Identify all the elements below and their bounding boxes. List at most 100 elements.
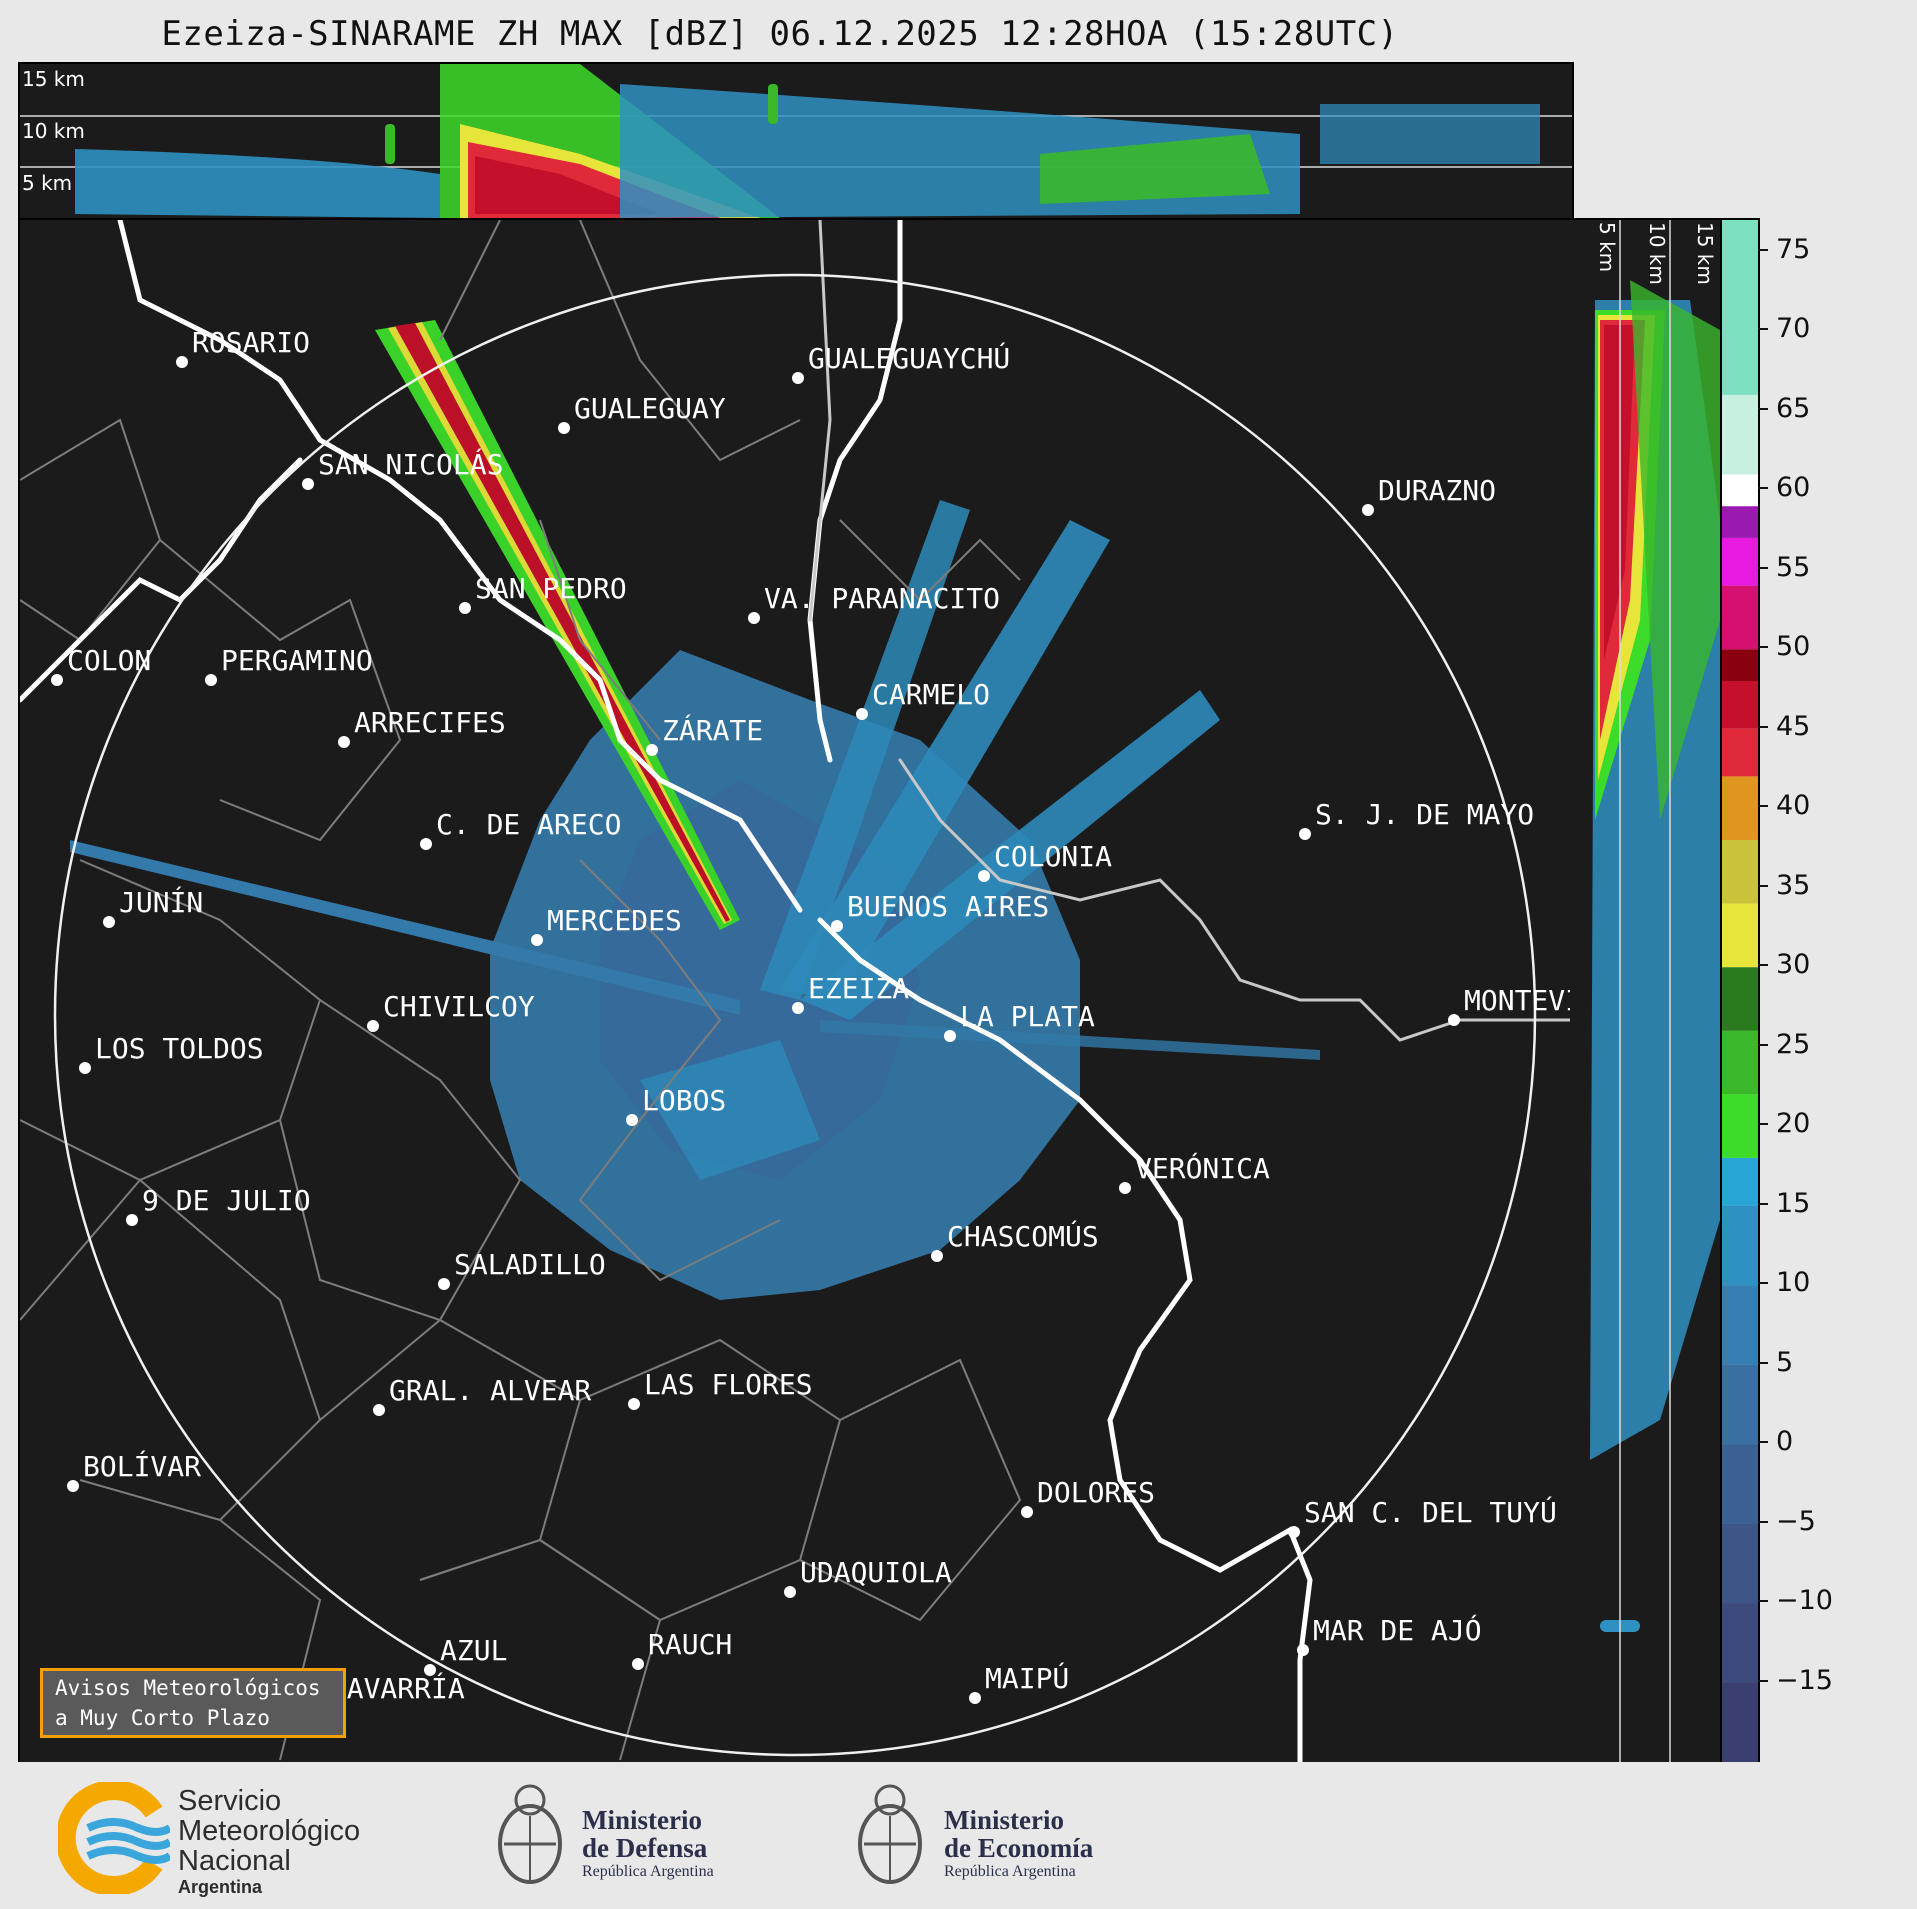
city-label: S. J. DE MAYO [1315,798,1534,831]
city-dot [67,1480,79,1492]
smn-line2: Meteorológico [178,1815,361,1847]
colorbar-segment [1722,903,1758,968]
side-alt-label-15km: 15 km [1693,222,1717,285]
city-dot [628,1398,640,1410]
smn-name: Servicio Meteorológico Nacional Argentin… [178,1786,360,1898]
city-marker: PERGAMINO [205,644,373,686]
city-label: MERCEDES [547,904,682,937]
city-dot [784,1586,796,1598]
city-label: JUNÍN [119,885,203,919]
parana-river [117,220,803,913]
colorbar-tick-label: 20 [1776,1108,1811,1140]
colorbar-segment [1722,649,1758,682]
city-label: 9 DE JULIO [142,1184,311,1217]
city-marker: RAUCH [632,1628,732,1670]
top-cross-section: 15 km 10 km 5 km [20,64,1572,218]
city-marker: COLONIA [978,840,1112,882]
city-marker: LA PLATA [944,1000,1095,1042]
city-marker: DURAZNO [1362,474,1496,516]
smn-country: Argentina [178,1877,263,1897]
alt-label-10km: 10 km [22,119,85,143]
city-dot [205,674,217,686]
city-dot [338,736,350,748]
city-label: PERGAMINO [221,644,373,677]
colorbar-segment [1722,839,1758,904]
city-marker: VERÓNICA [1119,1151,1270,1194]
radar-map-panel[interactable]: ROSARIO GUALEGUAYCHÚ GUALEGUAY SAN NICOLÁS D… [18,218,1574,1764]
city-label: SAN PEDRO [475,572,627,605]
dbz-colorbar [1720,218,1760,1764]
city-dot [373,1404,385,1416]
uruguay-border [808,220,832,622]
city-label: C. DE ARECO [436,808,621,841]
city-label: MAR DE AJÓ [1313,1613,1482,1647]
colorbar-segment [1722,1682,1758,1762]
economia-text: Ministerio de Economía República Argenti… [944,1806,1093,1882]
city-dot [1119,1182,1131,1194]
colorbar-segment [1722,776,1758,840]
alt-label-15km: 15 km [22,67,85,91]
city-marker: MERCEDES [531,904,682,946]
city-marker: GUALEGUAY [558,392,726,434]
city-label: MAIPÚ [985,1661,1069,1695]
city-label: COLON [67,644,151,677]
city-dot [626,1114,638,1126]
colorbar-ticks: 75 70 65 60 55 50 45 40 35 30 25 20 15 10 5 0 −5 −10 −15 [1758,218,1898,1760]
colorbar-tick-label: 65 [1776,392,1811,424]
city-label: COLONIA [994,840,1112,873]
city-marker: SAN C. DEL TUYÚ [1288,1495,1557,1538]
city-label: CHASCOMÚS [947,1219,1099,1253]
smn-line1: Servicio [178,1785,282,1817]
city-dot [176,356,188,368]
city-label: EZEIZA [808,972,909,1005]
colorbar-tick-label: 55 [1776,551,1811,583]
city-marker: ROSARIO [176,326,310,368]
city-dot [126,1214,138,1226]
colorbar-segment [1722,1205,1758,1286]
city-label: LOS TOLDOS [95,1032,264,1065]
rio-de-la-plata-coast [817,917,1313,1762]
city-marker: AZUL [424,1634,507,1676]
city-marker: EZEIZA [792,972,909,1014]
city-label: BOLÍVAR [83,1449,201,1483]
city-marker: MONTEVIDEO [1448,984,1572,1026]
city-label: ARRECIFES [354,706,506,739]
city-label: SALADILLO [454,1248,606,1281]
top-cross-section-panel: 15 km 10 km 5 km [18,62,1574,220]
city-dot [792,372,804,384]
city-dot [420,838,432,850]
city-marker: CHASCOMÚS [931,1219,1099,1262]
defensa-line2: de Defensa [582,1833,708,1863]
colorbar-tick-label: 40 [1776,790,1811,822]
city-label: ROSARIO [192,326,310,359]
colorbar-tick-label: 50 [1776,631,1811,663]
alt-label-5km: 5 km [22,171,72,195]
side-alt-label-10km: 10 km [1645,222,1669,285]
city-marker: ZÁRATE [646,713,763,756]
side-alt-label-5km: 5 km [1595,222,1619,272]
city-marker: COLON [51,644,151,686]
colorbar-segment [1722,1523,1758,1604]
city-dot [831,920,843,932]
colorbar-segment [1722,967,1758,1031]
colorbar-segment [1722,728,1758,777]
economia-seal-icon [858,1784,922,1884]
city-dot [931,1250,943,1262]
city-dot [1288,1526,1300,1538]
city-dot [424,1664,436,1676]
city-dot [646,744,658,756]
short-term-warnings-button[interactable]: Avisos Meteorológicos a Muy Corto Plazo [40,1668,346,1738]
city-label: CHIVILCOY [383,990,535,1023]
colorbar-segment [1722,585,1758,650]
economia-line1: Ministerio [944,1805,1064,1835]
city-marker: CHIVILCOY [367,990,535,1032]
city-label: SAN C. DEL TUYÚ [1304,1495,1557,1529]
city-marker: LAS FLORES [628,1368,813,1410]
city-dot [1448,1014,1460,1026]
side-section-echoes [1590,280,1720,1632]
notice-line2: a Muy Corto Plazo [55,1706,270,1730]
city-marker: SALADILLO [438,1248,606,1290]
colorbar-gradient [1722,220,1758,1762]
city-label: BUENOS AIRES [847,890,1049,923]
chart-title: Ezeiza-SINARAME ZH MAX [dBZ] 06.12.2025 … [161,14,1399,54]
